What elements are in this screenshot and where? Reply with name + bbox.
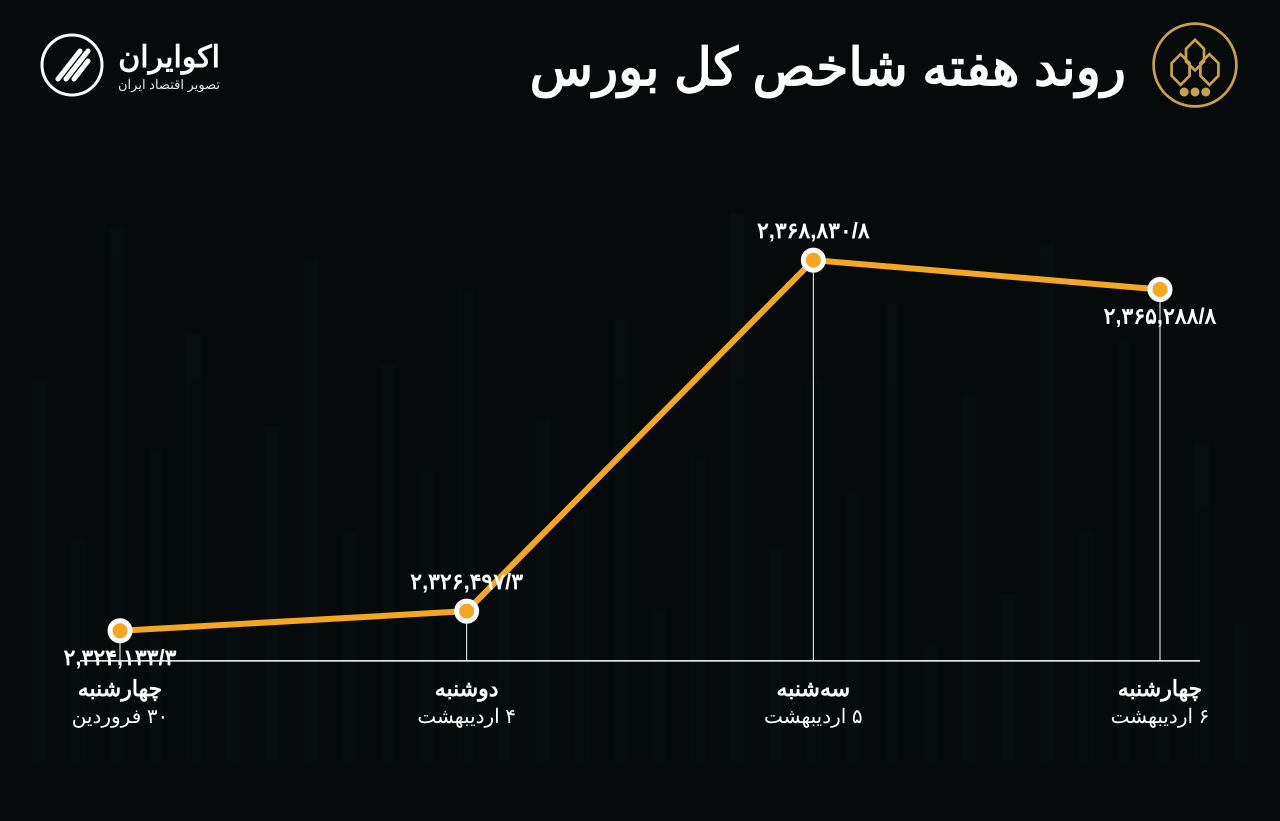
title-block: روند هفته شاخص کل بورس — [530, 20, 1240, 115]
brand-block: اکوایران تصویر اقتصاد ایران — [40, 33, 220, 102]
value-label: ۲,۳۶۸,۸۳۰/۸ — [757, 218, 870, 243]
x-axis-date-label: ۳۰ فروردین — [72, 706, 169, 728]
value-label: ۲,۳۶۵,۲۸۸/۸ — [1104, 304, 1217, 329]
line-chart: ۲,۳۲۴,۱۳۳/۳ ۲,۳۲۶,۴۹۷/۳ ۲,۳۶۸,۸۳۰/۸ ۲,۳۶۵,۲… — [60, 200, 1220, 761]
brand-logo-icon — [40, 33, 104, 102]
x-axis-day-label: چهارشنبه — [78, 676, 163, 702]
x-axis-date-label: ۶ اردیبهشت — [1111, 706, 1210, 728]
brand-name: اکوایران — [118, 43, 220, 73]
x-axis-day-label: چهارشنبه — [1118, 676, 1203, 702]
x-axis-day-label: دوشنبه — [435, 676, 499, 702]
value-label: ۲,۳۲۴,۱۳۳/۳ — [64, 645, 177, 670]
x-axis-date-label: ۴ اردیبهشت — [417, 706, 516, 728]
header: روند هفته شاخص کل بورس اکوایران تصویر اق… — [40, 20, 1240, 115]
x-axis-date-label: ۵ اردیبهشت — [764, 706, 863, 728]
value-label: ۲,۳۲۶,۴۹۷/۳ — [410, 569, 523, 594]
chart-title: روند هفته شاخص کل بورس — [530, 38, 1126, 98]
brand-subtitle: تصویر اقتصاد ایران — [118, 77, 220, 93]
x-axis-day-label: سه‌شنبه — [776, 676, 850, 701]
exchange-emblem-icon — [1150, 20, 1240, 115]
